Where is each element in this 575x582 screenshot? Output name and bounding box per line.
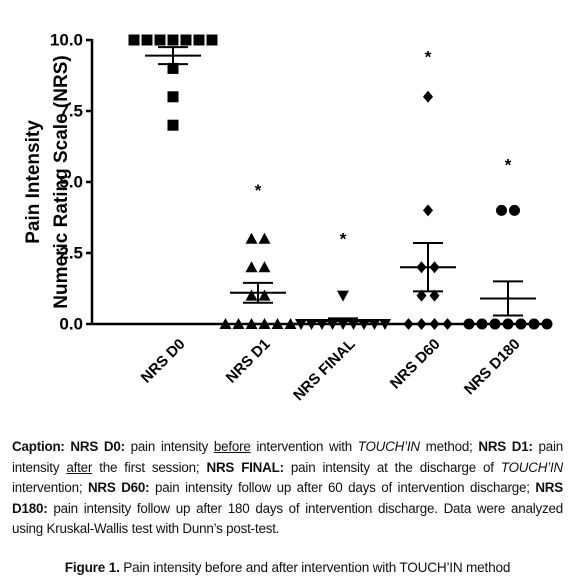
- x-tick-label: NRS D1: [223, 336, 274, 387]
- error-bar: [158, 46, 188, 66]
- y-axis-title: Numeric Rating Scale (NRS): [51, 55, 72, 308]
- caption-text: Caption: NRS D0:: [12, 439, 125, 454]
- point: [245, 261, 258, 273]
- y-tick-label: 10.0: [50, 30, 83, 49]
- x-tick-label: NRS FINAL: [290, 336, 359, 405]
- error-bar: [328, 317, 358, 325]
- caption-text: pain intensity: [12, 439, 563, 475]
- point: [258, 232, 271, 244]
- point: [206, 34, 218, 46]
- caption-text: NRS FINAL:: [206, 459, 284, 475]
- point: [515, 318, 527, 330]
- point: [232, 318, 245, 329]
- point: [541, 318, 553, 330]
- x-tick-label: NRS D180: [461, 336, 524, 399]
- point: [245, 289, 258, 301]
- caption-text: method;: [419, 439, 479, 454]
- point: [258, 289, 271, 301]
- point: [502, 318, 514, 330]
- caption-text: after: [66, 459, 93, 475]
- point: [128, 34, 140, 46]
- point: [167, 119, 179, 131]
- point: [463, 318, 475, 330]
- point: [284, 318, 297, 329]
- point: [368, 319, 381, 330]
- caption-text: pain intensity: [124, 439, 214, 454]
- point: [219, 318, 232, 329]
- point: [509, 204, 520, 216]
- caption-text: intervention with: [250, 439, 358, 454]
- y-tick-label: 5.0: [59, 172, 83, 191]
- caption-text: intervention;: [12, 480, 88, 495]
- point: [423, 204, 433, 217]
- point: [245, 232, 258, 244]
- significance-mark: *: [505, 156, 512, 175]
- point: [403, 318, 414, 330]
- figure-caption: Figure 1. Pain intensity before and afte…: [0, 560, 575, 575]
- caption-text: the first session;: [92, 459, 207, 475]
- point: [337, 290, 349, 302]
- caption-text: before: [213, 439, 251, 454]
- point: [167, 62, 179, 74]
- point: [489, 318, 501, 330]
- point: [496, 204, 507, 216]
- caption-text: Figure 1.: [64, 560, 120, 575]
- point: [154, 34, 166, 46]
- caption-text: pain intensity at the discharge of: [283, 459, 501, 475]
- caption-text: NRS D60:: [87, 480, 150, 495]
- significance-mark: *: [425, 48, 432, 67]
- point: [258, 261, 271, 273]
- point: [476, 318, 488, 330]
- significance-mark: *: [340, 229, 347, 248]
- point: [167, 91, 179, 103]
- y-tick-label: 0.0: [59, 314, 83, 333]
- caption-text: TOUCH’IN: [357, 439, 420, 454]
- point: [258, 318, 271, 329]
- point: [245, 318, 258, 329]
- point: [423, 90, 433, 103]
- point: [429, 318, 440, 330]
- error-bar: [493, 280, 523, 317]
- point: [295, 319, 307, 330]
- point: [429, 289, 440, 302]
- point: [305, 319, 318, 330]
- error-bar: [413, 242, 443, 293]
- point: [379, 319, 391, 330]
- caption-text: NRS D1:: [478, 439, 533, 454]
- point: [416, 318, 427, 330]
- chart: 0.0 2.5 5.0 7.5 10.0 Pain Intensity Numeric Ra…: [23, 30, 553, 405]
- point: [528, 318, 540, 330]
- caption-text: pain intensity follow up after 180 days …: [12, 500, 563, 537]
- point: [180, 34, 192, 46]
- caption-text: TOUCH’IN: [500, 459, 563, 475]
- caption-text: Pain intensity before and after interven…: [119, 560, 511, 575]
- caption-text: NRS D180:: [12, 480, 564, 516]
- x-tick-label: NRS D60: [387, 336, 444, 393]
- x-tick-label: NRS D0: [138, 336, 189, 387]
- point: [167, 34, 179, 46]
- point: [416, 289, 427, 302]
- point: [141, 34, 153, 46]
- significance-mark: *: [255, 181, 262, 200]
- y-axis-title: Pain Intensity: [23, 120, 44, 244]
- error-bar: [243, 281, 273, 304]
- point: [193, 34, 205, 46]
- y-tick-label: 7.5: [59, 101, 83, 120]
- point: [442, 318, 453, 330]
- y-tick-label: 2.5: [59, 243, 83, 262]
- caption-text: pain intensity follow up after 60 days o…: [149, 480, 536, 495]
- caption: Caption: NRS D0: pain intensity before i…: [12, 437, 563, 540]
- point: [271, 318, 284, 329]
